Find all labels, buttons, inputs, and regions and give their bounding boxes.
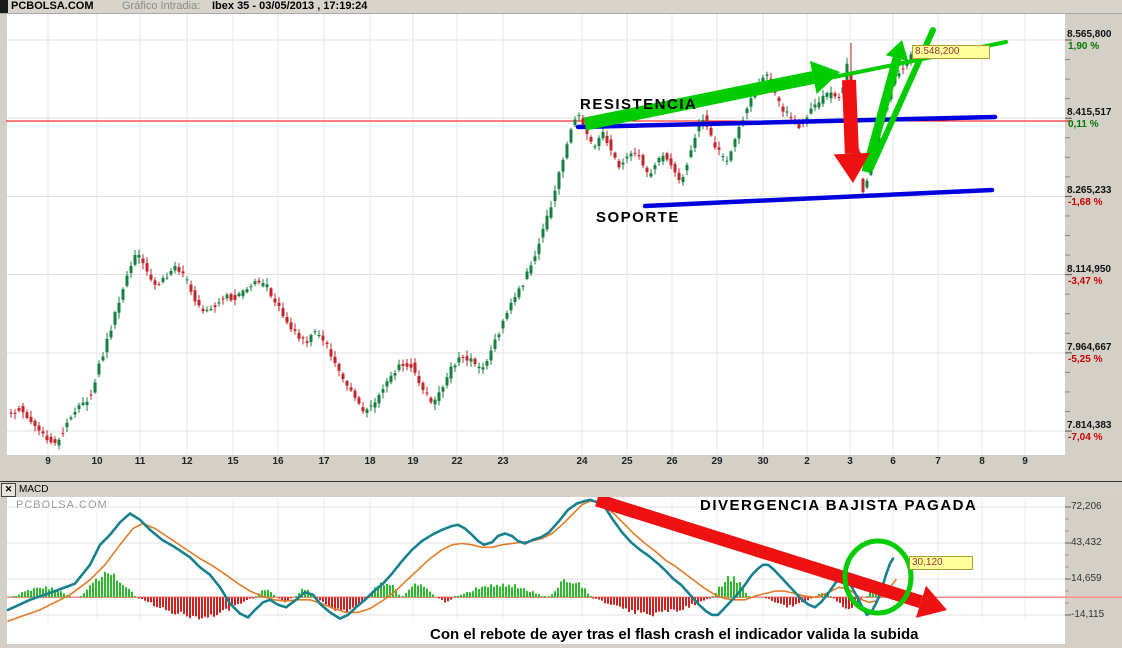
- x-axis-label: 16: [272, 456, 284, 467]
- x-axis-label: 12: [181, 456, 193, 467]
- price-axis-label: 8.565,800: [1067, 29, 1112, 40]
- macd-panel-title: MACD: [19, 484, 49, 495]
- price-axis-percent: -1,68 %: [1068, 197, 1103, 209]
- x-axis-label: 17: [318, 456, 330, 467]
- macd-axis-label: -14,115: [1071, 609, 1105, 620]
- x-axis-label: 9: [45, 456, 51, 467]
- x-axis-label: 25: [621, 456, 633, 467]
- x-axis-label: 10: [91, 456, 103, 467]
- macd-axis-label: 14,659: [1071, 572, 1102, 584]
- price-axis-label: 8.415,517: [1067, 107, 1112, 119]
- x-axis-label: 29: [711, 456, 723, 467]
- price-axis-percent: -3,47 %: [1068, 275, 1103, 287]
- macd-panel-header: ✕ MACD: [0, 481, 1122, 497]
- x-axis-label: 24: [576, 456, 588, 467]
- x-axis-label: 23: [497, 456, 509, 467]
- close-icon[interactable]: ✕: [1, 483, 16, 497]
- x-axis-label: 22: [451, 456, 463, 467]
- price-axis-label: 7.814,383: [1067, 420, 1112, 432]
- x-axis-label: 6: [890, 456, 896, 467]
- x-axis-label: 11: [134, 456, 146, 467]
- x-axis-label: 8: [979, 456, 985, 467]
- divergence-annotation: DIVERGENCIA BAJISTA PAGADA: [700, 497, 978, 514]
- price-axis-label: 8.265,233: [1067, 185, 1112, 197]
- price-axis-percent: 1,90 %: [1068, 41, 1100, 52]
- price-axis-label: 8.114,950: [1067, 263, 1111, 275]
- support-annotation: SOPORTE: [596, 209, 680, 226]
- window-corner: [0, 0, 8, 13]
- brand-logo: PCBOLSA.COM: [11, 0, 94, 12]
- x-axis-label: 19: [407, 456, 419, 467]
- chart-type-label: Gráfico Intradia:: [122, 0, 201, 12]
- x-axis-label: 7: [935, 456, 941, 467]
- resistance-annotation: RESISTENCIA: [580, 96, 698, 113]
- x-axis-label: 3: [847, 456, 853, 467]
- x-axis-label: 15: [227, 456, 239, 467]
- x-axis: 9 10 11 12 15 16 17 18 19 22 23 24 25 26 29 30 2 3 6 7 8 9: [0, 456, 1122, 468]
- x-axis-label: 2: [804, 456, 810, 467]
- x-axis-label: 18: [364, 456, 376, 467]
- x-axis-label: 9: [1022, 456, 1028, 467]
- macd-value-tag: 30,120: [909, 556, 973, 570]
- price-axis-percent: 0,11 %: [1068, 119, 1099, 131]
- price-axis-percent: -5,25 %: [1068, 353, 1103, 365]
- last-price-tag: 8.548,200: [912, 45, 990, 59]
- footer-annotation: Con el rebote de ayer tras el flash cras…: [430, 626, 919, 643]
- macd-axis-label: 72,206: [1071, 500, 1102, 512]
- macd-axis-label: 43,432: [1071, 536, 1102, 548]
- price-axis-percent: -7,04 %: [1068, 432, 1103, 444]
- price-axis-label: 7.964,667: [1067, 341, 1112, 353]
- top-bar: PCBOLSA.COM Gráfico Intradia: Ibex 35 - …: [0, 0, 1122, 14]
- x-axis-label: 30: [757, 456, 769, 467]
- symbol-title: Ibex 35 - 03/05/2013 , 17:19:24: [212, 0, 368, 12]
- watermark: PCBOLSA.COM: [16, 499, 108, 511]
- x-axis-label: 26: [666, 456, 678, 467]
